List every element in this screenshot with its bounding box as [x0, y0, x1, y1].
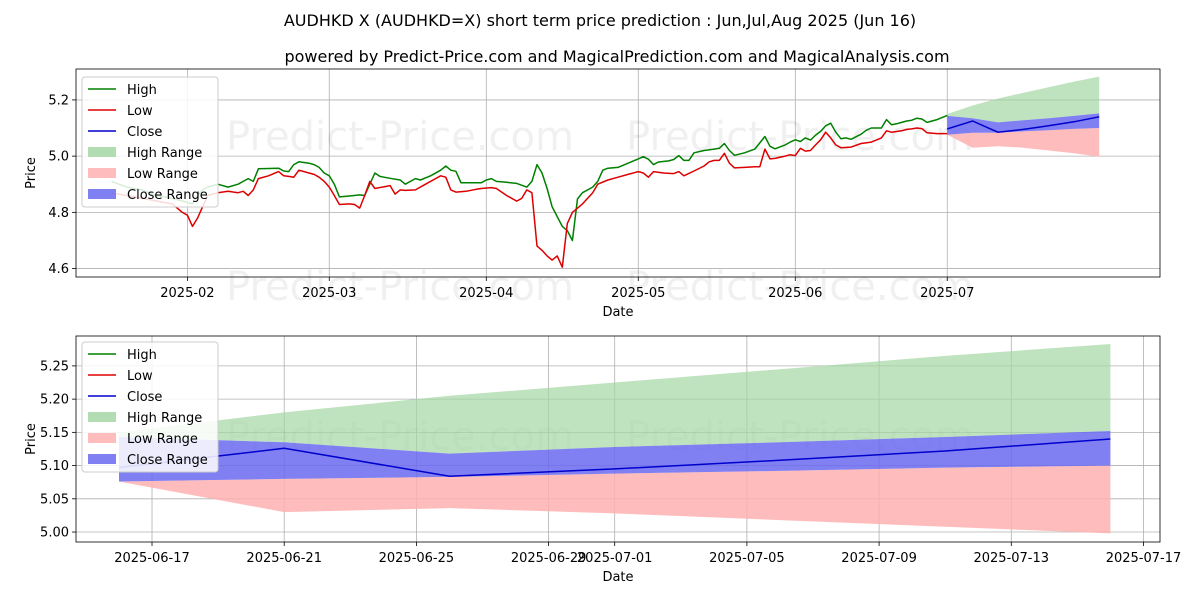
- legend-swatch-high-range: [88, 147, 116, 157]
- x-tick-label: 2025-03: [302, 286, 356, 301]
- forecast-zoom-panel: Predict-Price.comPredict-Price.com2025-0…: [24, 335, 1182, 585]
- y-tick-label: 5.10: [40, 459, 69, 474]
- chart-title: AUDHKD X (AUDHKD=X) short term price pre…: [284, 11, 916, 30]
- low-series-line: [111, 127, 948, 268]
- low-range-band: [119, 465, 1111, 534]
- y-tick-label: 4.6: [48, 262, 69, 277]
- high-range-band: [947, 76, 1100, 123]
- legend-label: Low Range: [127, 167, 198, 182]
- high-range-band: [119, 344, 1111, 454]
- y-tick-label: 5.25: [40, 359, 69, 374]
- close-range-band: [119, 431, 1111, 482]
- high-series-line: [111, 114, 948, 242]
- x-tick-label: 2025-06-29: [511, 551, 587, 566]
- x-tick-label: 2025-07-17: [1106, 551, 1182, 566]
- x-axis-label: Date: [602, 305, 633, 320]
- x-tick-label: 2025-07-13: [973, 551, 1049, 566]
- x-tick-label: 2025-07: [920, 286, 974, 301]
- x-tick-label: 2025-04: [459, 286, 513, 301]
- legend-label: High Range: [127, 411, 202, 426]
- legend-label: Low Range: [127, 432, 198, 447]
- x-tick-label: 2025-07-05: [709, 551, 785, 566]
- main-price-panel: Predict-Price.com Predict-Price.com Predic…: [24, 68, 1161, 320]
- legend-label: High: [127, 83, 157, 98]
- watermark-text: Predict-Price.com: [226, 114, 574, 160]
- watermark-text: Predict-Price.com: [626, 264, 974, 310]
- y-tick-label: 5.2: [48, 93, 69, 108]
- x-tick-label: 2025-06-21: [246, 551, 322, 566]
- y-tick-label: 5.05: [40, 492, 69, 507]
- y-tick-label: 5.15: [40, 426, 69, 441]
- x-tick-label: 2025-06: [768, 286, 822, 301]
- x-tick-label: 2025-07-09: [841, 551, 917, 566]
- watermark-text: Predict-Price.com: [626, 114, 974, 160]
- legend-swatch-high-range: [88, 412, 116, 422]
- chart-subtitle: powered by Predict-Price.com and Magical…: [284, 47, 949, 66]
- x-tick-label: 2025-06-17: [114, 551, 190, 566]
- close-forecast-line: [947, 116, 1100, 133]
- y-axis-label: Price: [24, 423, 39, 455]
- legend-label: Close: [127, 125, 162, 140]
- y-axis-label: Price: [24, 157, 39, 189]
- legend-label: Close Range: [127, 453, 208, 468]
- legend-swatch-close-range: [88, 454, 116, 464]
- x-axis-label: Date: [602, 570, 633, 585]
- axes-frame: [75, 68, 1161, 278]
- low-range-band: [947, 128, 1100, 157]
- legend: High Low Close High Range Low Range Close Ran…: [81, 76, 219, 208]
- x-tick-label: 2025-06-25: [379, 551, 455, 566]
- axes-frame: [75, 335, 1161, 543]
- grid: [76, 69, 1160, 277]
- legend-label: High Range: [127, 146, 202, 161]
- y-tick-label: 5.0: [48, 150, 69, 165]
- y-tick-label: 5.20: [40, 393, 69, 408]
- x-tick-label: 2025-02: [160, 286, 214, 301]
- legend-label: Close: [127, 390, 162, 405]
- legend-label: High: [127, 348, 157, 363]
- close-forecast-line: [118, 438, 1111, 477]
- x-tick-label: 2025-05: [611, 286, 665, 301]
- y-tick-label: 4.8: [48, 206, 69, 221]
- legend-label: Low: [127, 369, 153, 384]
- x-tick-label: 2025-07-01: [577, 551, 653, 566]
- legend-swatch-low-range: [88, 433, 116, 443]
- legend-swatch-low-range: [88, 168, 116, 178]
- legend: High Low Close High Range Low Range Close Ran…: [81, 341, 219, 473]
- legend-label: Low: [127, 104, 153, 119]
- close-range-band: [947, 113, 1100, 135]
- y-tick-label: 5.00: [40, 526, 69, 541]
- legend-swatch-close-range: [88, 189, 116, 199]
- watermark-text: Predict-Price.com: [226, 264, 574, 310]
- legend-label: Close Range: [127, 188, 208, 203]
